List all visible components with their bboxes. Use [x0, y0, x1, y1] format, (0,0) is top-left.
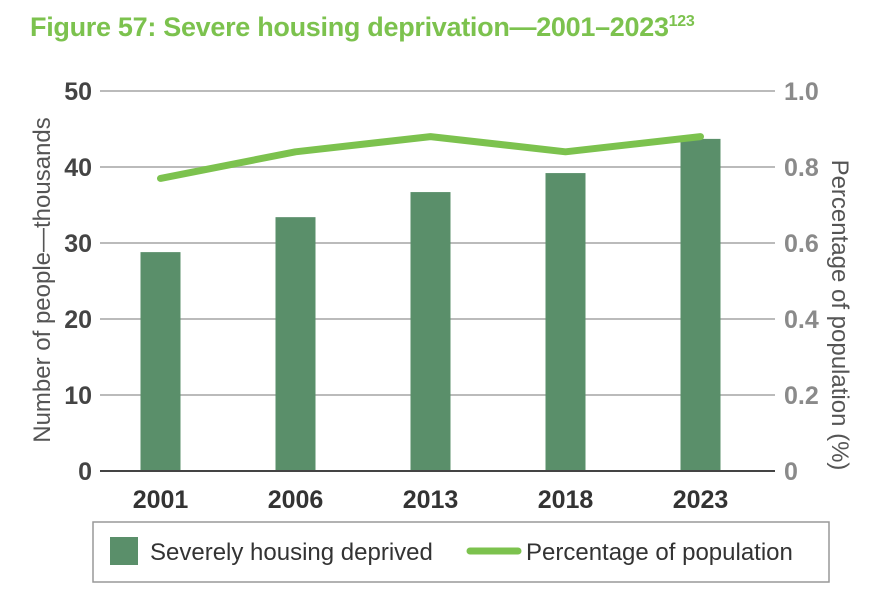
- y-axis-label: Number of people—thousands: [29, 117, 56, 443]
- x-tick-label: 2013: [403, 486, 459, 514]
- y2-tick-label: 0.2: [784, 382, 819, 410]
- y2-tick-label: 0: [784, 458, 798, 486]
- y-tick-label: 40: [64, 154, 92, 182]
- chart-title: Figure 57: Severe housing deprivation—20…: [30, 12, 695, 43]
- x-tick-label: 2001: [133, 486, 189, 514]
- legend-label-bars: Severely housing deprived: [150, 539, 433, 566]
- legend-label-line: Percentage of population: [526, 539, 793, 566]
- bar-2006: [275, 217, 316, 471]
- y-tick-label: 10: [64, 382, 92, 410]
- y2-axis-label: Percentage of population (%): [826, 160, 853, 471]
- y2-tick-label: 0.8: [784, 154, 819, 182]
- line-series: [157, 133, 704, 182]
- y2-tick-label: 0.6: [784, 230, 819, 258]
- legend-bar-swatch: [110, 537, 138, 565]
- y2-tick-label: 0.4: [784, 306, 819, 334]
- y-tick-label: 50: [64, 78, 92, 106]
- x-tick-label: 2023: [673, 486, 729, 514]
- x-tick-label: 2006: [268, 486, 324, 514]
- y-tick-label: 30: [64, 230, 92, 258]
- x-tick-label: 2018: [538, 486, 594, 514]
- title-text: Figure 57: Severe housing deprivation—20…: [30, 12, 669, 42]
- bar-2023: [680, 138, 721, 471]
- bar-2018: [545, 173, 586, 471]
- bar-2013: [410, 192, 451, 471]
- bar-2001: [140, 252, 181, 471]
- title-footnote: 123: [668, 13, 695, 30]
- legend-box: [92, 521, 830, 583]
- y2-tick-label: 1.0: [784, 78, 819, 106]
- y-tick-label: 0: [78, 458, 92, 486]
- y-tick-label: 20: [64, 306, 92, 334]
